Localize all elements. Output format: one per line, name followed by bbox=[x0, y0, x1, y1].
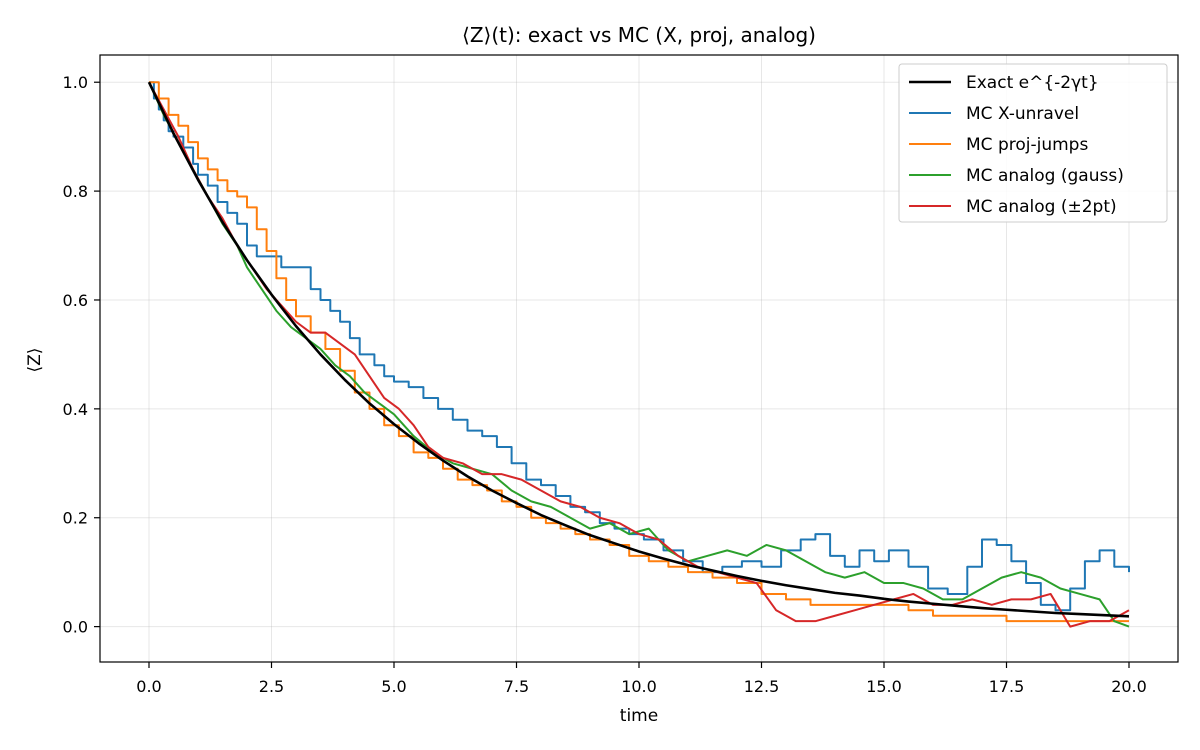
legend-label-0: Exact e^{-2γt} bbox=[966, 73, 1099, 93]
x-tick-label-0: 0.0 bbox=[136, 677, 161, 696]
series-line-1 bbox=[149, 81, 1130, 612]
x-tick-label-3: 7.5 bbox=[504, 677, 529, 696]
x-axis-label: time bbox=[620, 706, 658, 726]
plot-lines bbox=[147, 81, 1130, 628]
y-tick-label-5: 1.0 bbox=[63, 73, 88, 92]
chart-title: ⟨Z⟩(t): exact vs MC (X, proj, analog) bbox=[462, 23, 816, 47]
y-tick-label-4: 0.8 bbox=[63, 182, 88, 201]
legend-label-4: MC analog (±2pt) bbox=[966, 197, 1117, 217]
y-axis-ticks: 0.0 0.2 0.4 0.6 0.8 1.0 bbox=[63, 73, 100, 637]
y-tick-label-1: 0.2 bbox=[63, 509, 88, 528]
x-tick-label-1: 2.5 bbox=[259, 677, 284, 696]
x-axis-ticks: 0.0 2.5 5.0 7.5 10.0 12.5 15.0 17.5 20.0 bbox=[136, 662, 1147, 696]
x-tick-label-7: 17.5 bbox=[989, 677, 1025, 696]
legend-label-1: MC X-unravel bbox=[966, 104, 1079, 124]
y-axis-label: ⟨Z⟩ bbox=[25, 348, 45, 373]
y-tick-label-0: 0.0 bbox=[63, 618, 88, 637]
y-tick-label-3: 0.6 bbox=[63, 291, 88, 310]
x-tick-label-5: 12.5 bbox=[744, 677, 780, 696]
x-tick-label-6: 15.0 bbox=[866, 677, 902, 696]
x-tick-label-8: 20.0 bbox=[1111, 677, 1147, 696]
legend-box bbox=[898, 63, 1168, 223]
series-line-3 bbox=[148, 81, 1130, 628]
legend-label-3: MC analog (gauss) bbox=[966, 166, 1124, 186]
legend-label-2: MC proj-jumps bbox=[966, 135, 1088, 155]
legend: Exact e^{-2γt} MC X-unravel MC proj-jumps M… bbox=[898, 63, 1168, 223]
x-tick-label-2: 5.0 bbox=[381, 677, 406, 696]
series-line-0 bbox=[147, 81, 1130, 618]
y-tick-label-2: 0.4 bbox=[63, 400, 88, 419]
x-tick-label-4: 10.0 bbox=[621, 677, 657, 696]
